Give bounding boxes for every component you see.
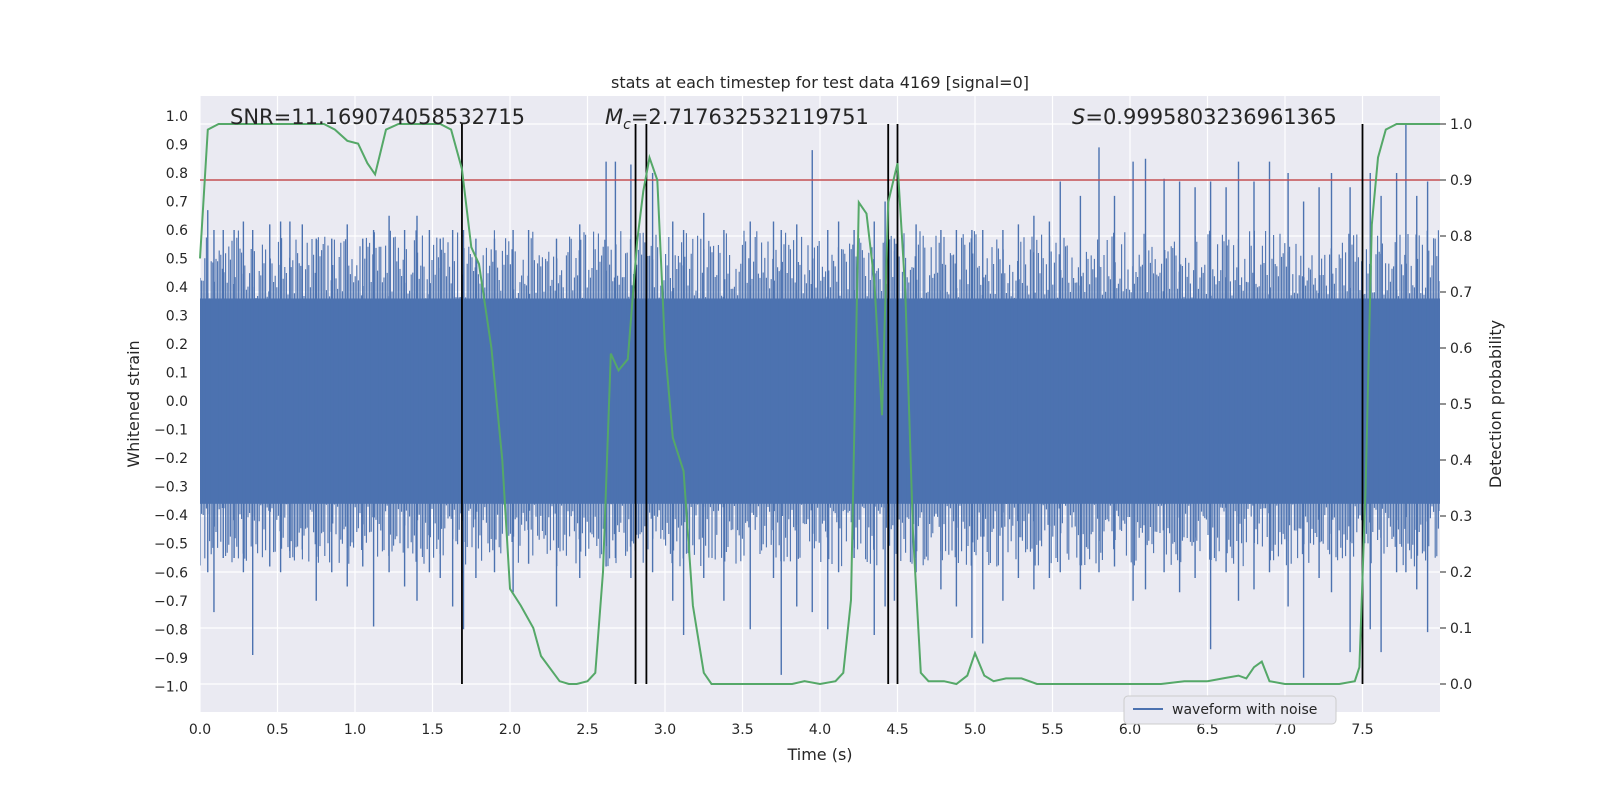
- y-tick-label: 0.4: [166, 280, 188, 296]
- significance-value: =0.9995803236961365: [1085, 105, 1336, 129]
- y2-axis-label: Detection probability: [1486, 320, 1505, 488]
- y-tick-label: 0.7: [166, 195, 188, 211]
- significance-annotation: S=0.9995803236961365: [1072, 105, 1337, 129]
- y-tick-label: 0.8: [166, 166, 188, 182]
- probability-series: [199, 123, 1440, 686]
- chart-title: stats at each timestep for test data 416…: [611, 73, 1029, 92]
- y-tick-label: −0.9: [154, 651, 188, 667]
- x-tick-label: 3.0: [654, 722, 676, 738]
- y2-tick-label: 1.0: [1450, 117, 1472, 133]
- y-tick-label: −0.7: [154, 594, 188, 610]
- legend-label: waveform with noise: [1172, 702, 1317, 718]
- x-tick-label: 3.5: [731, 722, 753, 738]
- y2-tick-label: 0.4: [1450, 453, 1472, 469]
- legend: waveform with noise: [1123, 695, 1337, 725]
- legend-box: [1123, 695, 1337, 725]
- y-tick-label: 0.0: [166, 394, 188, 410]
- chirp-mass-annotation: Mc=2.717632532119751: [605, 105, 869, 133]
- y-tick-label: 0.3: [166, 309, 188, 325]
- y-tick-label: −1.0: [154, 679, 188, 695]
- x-tick-label: 1.0: [344, 722, 366, 738]
- y2-tick-label: 0.8: [1450, 229, 1472, 245]
- probability-line: [199, 123, 1440, 686]
- y-tick-label: 0.2: [166, 337, 188, 353]
- y-tick-label: 0.1: [166, 366, 188, 382]
- waveform-series: [200, 124, 1440, 678]
- y2-tick-label: 0.2: [1450, 565, 1472, 581]
- x-axis-label: Time (s): [786, 745, 852, 764]
- x-tick-label: 0.5: [266, 722, 288, 738]
- y-axis-ticks: 1.0 0.9 0.8 0.7 0.6 0.5 0.4 0.3 0.2 0.1 0.0 −0.1 −0.…: [154, 109, 188, 695]
- x-tick-label: 7.0: [1274, 722, 1296, 738]
- chirp-mass-subscript: c: [623, 117, 631, 133]
- chirp-mass-value: =2.717632532119751: [631, 105, 869, 129]
- y-tick-label: 0.5: [166, 252, 188, 268]
- y-tick-label: −0.8: [154, 622, 188, 638]
- y2-tick-label: 0.0: [1450, 677, 1472, 693]
- y-tick-label: −0.5: [154, 537, 188, 553]
- y2-tick-label: 0.3: [1450, 509, 1472, 525]
- significance-symbol: S: [1072, 105, 1085, 129]
- x-tick-label: 6.0: [1119, 722, 1141, 738]
- x-tick-label: 0.0: [189, 722, 211, 738]
- y2-tick-label: 0.9: [1450, 173, 1472, 189]
- y-tick-label: 0.9: [166, 137, 188, 153]
- x-tick-label: 4.0: [809, 722, 831, 738]
- x-tick-label: 5.0: [964, 722, 986, 738]
- y-tick-label: −0.6: [154, 565, 188, 581]
- y-tick-label: 1.0: [166, 109, 188, 125]
- y2-tick-label: 0.7: [1450, 285, 1472, 301]
- y2-axis-ticks: 1.0 0.9 0.8 0.7 0.6 0.5 0.4 0.3 0.2 0.1 0.0: [1440, 117, 1472, 693]
- x-tick-label: 1.5: [421, 722, 443, 738]
- y-axis-label: Whitened strain: [124, 340, 143, 467]
- y-tick-label: 0.6: [166, 223, 188, 239]
- y2-tick-label: 0.5: [1450, 397, 1472, 413]
- y2-tick-label: 0.1: [1450, 621, 1472, 637]
- x-tick-label: 2.0: [499, 722, 521, 738]
- y-tick-label: −0.4: [154, 508, 188, 524]
- y2-tick-label: 0.6: [1450, 341, 1472, 357]
- snr-annotation: SNR=11.169074058532715: [230, 105, 525, 129]
- chirp-mass-symbol: M: [605, 105, 623, 129]
- x-tick-label: 7.5: [1351, 722, 1373, 738]
- x-tick-label: 4.5: [886, 722, 908, 738]
- y-tick-label: −0.3: [154, 480, 188, 496]
- x-axis-ticks: 0.0 0.5 1.0 1.5 2.0 2.5 3.0 3.5 4.0 4.5 5.0 5.5 6.0 6…: [189, 722, 1374, 738]
- y-tick-label: −0.2: [154, 451, 188, 467]
- x-tick-label: 5.5: [1041, 722, 1063, 738]
- x-tick-label: 6.5: [1196, 722, 1218, 738]
- y-tick-label: −0.1: [154, 423, 188, 439]
- x-tick-label: 2.5: [576, 722, 598, 738]
